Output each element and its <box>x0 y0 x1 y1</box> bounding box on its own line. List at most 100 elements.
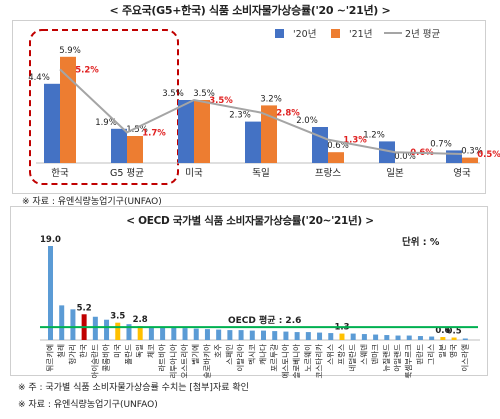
oecd-bar-24 <box>317 332 323 340</box>
oecd-value-0: 19.0 <box>40 235 61 245</box>
oecd-bar-31 <box>395 335 401 340</box>
oecd-bar-27 <box>350 333 356 340</box>
oecd-country-6: 미국 <box>113 344 122 358</box>
oecd-country-27: 네덜란드 <box>347 344 357 372</box>
label-2021-1: 1.5% <box>126 125 148 135</box>
oecd-bar-32 <box>406 335 412 340</box>
bar-2020-0 <box>44 83 60 163</box>
oecd-bar-12 <box>182 328 188 340</box>
oecd-bar-2 <box>70 309 76 340</box>
label-avg-2: 3.5% <box>209 96 233 106</box>
oecd-country-29: 덴마크 <box>371 344 380 365</box>
oecd-country-36: 영국 <box>448 344 458 358</box>
bottom-chart-source: ※ 자료 : 유엔식량농업기구(UNFAO) <box>18 400 158 410</box>
oecd-bar-33 <box>417 336 423 340</box>
oecd-country-13: 벨기에 <box>191 344 200 365</box>
oecd-bar-4 <box>92 316 98 340</box>
oecd-bar-35 <box>440 337 446 340</box>
oecd-bar-15 <box>216 329 222 340</box>
category-label-3: 독일 <box>252 168 269 179</box>
bottom-chart-unit: 단위 : % <box>402 237 440 248</box>
oecd-country-33: 핀란드 <box>414 344 424 365</box>
oecd-bar-14 <box>204 329 210 340</box>
oecd-country-16: 스페인 <box>224 344 234 365</box>
oecd-country-15: 호주 <box>214 344 223 358</box>
oecd-bar-0 <box>48 246 53 340</box>
oecd-country-17: 이탈리아 <box>235 344 245 372</box>
label-2020-0: 4.4% <box>28 73 50 83</box>
label-2021-3: 3.2% <box>260 94 282 104</box>
oecd-value-8: 2.8 <box>133 315 148 325</box>
oecd-country-32: 룩셈부르크 <box>404 344 413 379</box>
oecd-country-37: 이스라엘 <box>459 344 469 372</box>
bar-2020-3 <box>245 121 261 163</box>
label-avg-3: 2.8% <box>276 109 300 119</box>
oecd-country-2: 헝가리 <box>68 344 77 365</box>
oecd-country-7: 폴란드 <box>123 344 133 365</box>
label-2020-6: 0.7% <box>430 139 452 149</box>
oecd-bar-7 <box>126 324 132 340</box>
oecd-country-4: 아이슬란드 <box>89 344 99 379</box>
oecd-country-30: 뉴질랜드 <box>381 344 391 372</box>
bar-2020-1 <box>111 128 127 163</box>
oecd-bar-23 <box>305 332 311 340</box>
oecd-bar-25 <box>328 333 334 340</box>
oecd-bar-10 <box>160 327 166 340</box>
bar-2020-4 <box>312 127 328 163</box>
oecd-value-6: 3.5 <box>110 312 125 322</box>
label-2020-2: 3.5% <box>162 89 184 99</box>
oecd-bar-6 <box>115 322 121 340</box>
label-avg-1: 1.7% <box>142 128 166 138</box>
oecd-bar-5 <box>104 319 110 340</box>
label-2021-6: 0.3% <box>461 147 483 157</box>
oecd-bar-21 <box>283 331 289 340</box>
oecd-bar-26 <box>339 333 345 340</box>
oecd-country-28: 스웨덴 <box>359 344 368 365</box>
oecd-country-25: 스위스 <box>326 344 335 365</box>
bar-2021-1 <box>127 136 143 163</box>
oecd-country-23: 노르웨이 <box>302 344 312 372</box>
oecd-country-31: 아일랜드 <box>392 344 402 372</box>
oecd-bar-16 <box>227 330 233 340</box>
category-label-6: 영국 <box>453 168 471 179</box>
oecd-bar-13 <box>193 328 199 340</box>
label-2021-5: 0.0% <box>394 152 416 162</box>
oecd-country-20: 포르투갈 <box>270 344 279 372</box>
bottom-chart-title: < OECD 국가별 식품 소비자물가상승률('20~'21년) > <box>126 215 374 227</box>
oecd-country-21: 에스토니아 <box>280 344 290 379</box>
bar-2021-2 <box>194 100 210 163</box>
legend-label-2: 2년 평균 <box>405 29 441 40</box>
bar-2020-5 <box>379 141 395 163</box>
label-avg-4: 1.3% <box>343 136 367 146</box>
category-label-5: 일본 <box>386 168 404 179</box>
oecd-country-24: 코스타리카 <box>315 344 324 379</box>
top-chart: '20년 '21년 2년 평균 4.4% 5.9% 5.2% 한국 1.9% 1.5%1.7% G… <box>28 29 500 185</box>
oecd-bar-30 <box>384 335 390 340</box>
label-2020-1: 1.9% <box>95 118 117 128</box>
oecd-average-label: OECD 평균 : 2.6 <box>228 314 301 326</box>
oecd-country-34: 그리스 <box>427 344 436 365</box>
category-label-2: 미국 <box>185 168 203 179</box>
label-avg-0: 5.2% <box>75 65 99 75</box>
oecd-value-35: 0.6 <box>435 326 450 336</box>
oecd-bar-19 <box>261 330 266 340</box>
bottom-chart-frame <box>10 206 488 376</box>
category-label-0: 한국 <box>51 168 69 179</box>
legend-label-0: '20년 <box>293 29 316 40</box>
bar-2021-3 <box>261 105 277 163</box>
legend-swatch-0 <box>275 29 284 38</box>
oecd-country-1: 칠레 <box>57 344 66 358</box>
oecd-country-19: 캐나다 <box>259 344 268 365</box>
oecd-country-26: 프랑스 <box>337 344 346 365</box>
label-avg-6: 0.5% <box>477 150 500 160</box>
oecd-bar-34 <box>429 336 435 340</box>
avg-line <box>59 68 463 155</box>
label-2020-4: 2.0% <box>296 116 318 126</box>
bottom-chart-note: ※ 주 : 국가별 식품 소비자물가상승률 수치는 [첨부]자료 확인 <box>18 383 249 393</box>
oecd-country-12: 오스트리아 <box>179 344 189 379</box>
bar-2021-0 <box>60 56 76 163</box>
oecd-country-22: 슬로베니아 <box>291 344 301 379</box>
oecd-bar-18 <box>249 330 255 340</box>
legend-label-1: '21년 <box>349 29 372 40</box>
